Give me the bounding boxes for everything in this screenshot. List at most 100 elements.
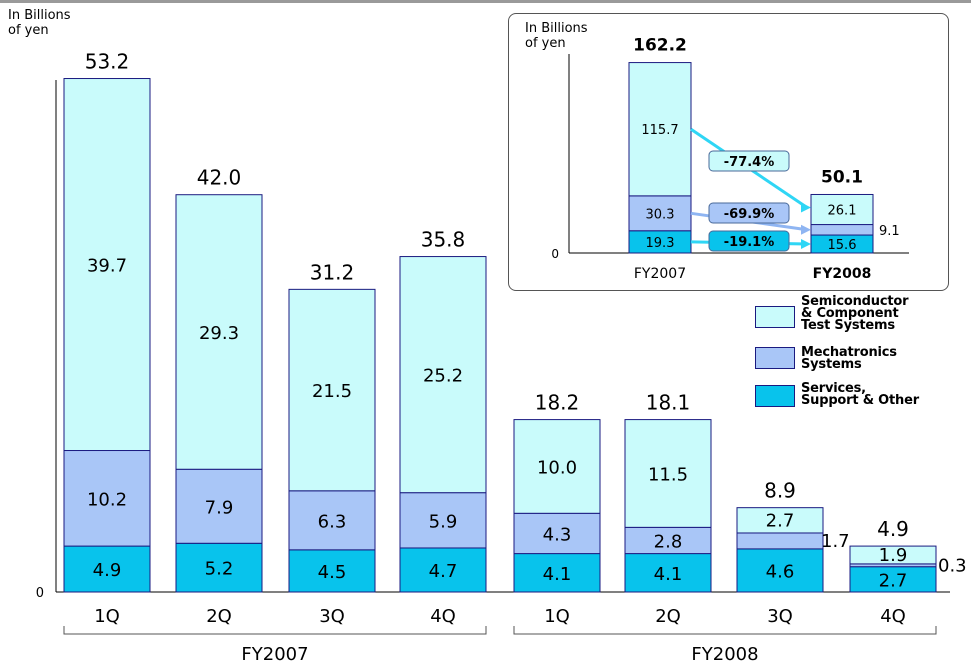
segment-label-services-0: 4.9 (93, 560, 122, 581)
inset-segment-label-mecha-0: 30.3 (646, 207, 675, 222)
segment-label-services-4: 4.1 (543, 564, 572, 585)
change-box-semi (708, 150, 790, 172)
x-tick-label-5: 2Q (655, 606, 681, 627)
legend-label-semi: Semiconductor & Component Test Systems (801, 294, 909, 333)
y-unit-label: In Billions of yen (8, 8, 71, 38)
inset-segment-label-mecha-1: 9.1 (879, 224, 900, 239)
group-bracket-1 (513, 626, 937, 635)
group-label-1: FY2008 (691, 644, 758, 664)
annual-bar-chart: 0 19.3 30.3 115.7 162.2 FY2007 15.6 9.1 26.1 50.1… (551, 36, 909, 282)
change-arrowhead-services (801, 239, 811, 250)
x-tick-label-0: 1Q (94, 606, 120, 627)
y-zero-label: 0 (36, 586, 44, 601)
change-box-mecha (708, 202, 790, 224)
inset-x-tick-label-0: FY2007 (634, 266, 686, 282)
segment-label-mecha-4: 4.3 (543, 524, 572, 545)
bar-services-3 (399, 547, 487, 593)
segment-label-services-7: 2.7 (879, 570, 908, 591)
inset-total-label-1: 50.1 (821, 167, 863, 187)
bar-mecha-3 (399, 492, 487, 549)
bar-semi-6 (736, 507, 824, 534)
segment-label-semi-4: 10.0 (537, 457, 577, 478)
segment-label-mecha-0: 10.2 (87, 489, 127, 510)
bar-semi-7 (849, 545, 937, 565)
segment-label-services-5: 4.1 (654, 564, 683, 585)
change-box-services (708, 230, 790, 252)
inset-segment-label-services-1: 15.6 (828, 238, 857, 253)
legend-item-semi: Semiconductor & Component Test Systems (755, 294, 965, 336)
total-label-6: 8.9 (764, 479, 796, 503)
segment-label-semi-2: 21.5 (312, 381, 352, 402)
group-bracket-0 (63, 626, 487, 635)
change-label-mecha: -69.9% (724, 207, 775, 222)
annual-inset-panel: In Billions of yen 0 19.3 30.3 115.7 162.2 FY… (508, 13, 949, 291)
bar-semi-5 (624, 419, 712, 528)
segment-label-mecha-5: 2.8 (654, 531, 683, 552)
bar-services-4 (513, 553, 601, 593)
segment-label-semi-5: 11.5 (648, 464, 688, 485)
legend: Semiconductor & Component Test Systems M… (755, 294, 965, 418)
legend-label-mecha: Mechatronics Systems (801, 345, 897, 372)
segment-label-services-1: 5.2 (205, 559, 234, 580)
total-label-7: 4.9 (877, 517, 909, 541)
total-label-1: 42.0 (197, 166, 242, 190)
bar-semi-0 (63, 78, 151, 452)
legend-swatch-semi (755, 306, 795, 328)
total-label-3: 35.8 (421, 228, 466, 252)
change-arrowhead-semi (801, 202, 811, 213)
segment-label-semi-0: 39.7 (87, 256, 127, 277)
legend-item-mecha: Mechatronics Systems (755, 342, 965, 374)
bar-mecha-6 (736, 532, 824, 550)
bar-services-1 (175, 542, 263, 593)
segment-label-mecha-3: 5.9 (429, 511, 458, 532)
group-label-0: FY2007 (241, 644, 308, 664)
total-label-0: 53.2 (85, 50, 130, 74)
change-label-semi: -77.4% (724, 155, 775, 170)
segment-label-semi-6: 2.7 (766, 510, 795, 531)
x-tick-label-4: 1Q (544, 606, 570, 627)
bar-semi-3 (399, 256, 487, 494)
bar-mecha-2 (288, 490, 376, 551)
segment-label-semi-7: 1.9 (879, 545, 908, 566)
bar-services-2 (288, 549, 376, 593)
inset-segment-label-services-0: 19.3 (646, 236, 675, 251)
bar-mecha-1 (175, 468, 263, 544)
segment-label-services-2: 4.5 (318, 562, 347, 583)
inset-bar-mecha-1 (810, 224, 874, 236)
legend-swatch-services (755, 385, 795, 407)
inset-y-zero-label: 0 (551, 247, 559, 261)
x-tick-label-7: 4Q (880, 606, 906, 627)
inset-bar-mecha-0 (628, 195, 692, 232)
segment-label-semi-3: 25.2 (423, 366, 463, 387)
bar-services-5 (624, 553, 712, 593)
segment-label-mecha-6: 1.7 (821, 531, 850, 552)
total-label-4: 18.2 (535, 391, 580, 415)
total-label-2: 31.2 (310, 260, 355, 284)
bar-semi-2 (288, 288, 376, 492)
x-tick-label-1: 2Q (206, 606, 232, 627)
segment-label-semi-1: 29.3 (199, 323, 239, 344)
inset-total-label-0: 162.2 (633, 36, 687, 56)
bar-mecha-5 (624, 526, 712, 555)
legend-label-services: Services, Support & Other (801, 381, 919, 408)
bar-mecha-4 (513, 512, 601, 555)
bar-semi-1 (175, 194, 263, 470)
bar-services-0 (63, 545, 151, 593)
segment-label-services-3: 4.7 (429, 561, 458, 582)
change-arrowhead-mecha (801, 224, 811, 235)
segment-label-mecha-2: 6.3 (318, 511, 347, 532)
inset-y-unit-label: In Billions of yen (525, 21, 588, 51)
top-rule (0, 0, 971, 3)
bar-services-6 (736, 548, 824, 593)
segment-label-mecha-1: 7.9 (205, 497, 234, 518)
segment-label-mecha-7: 0.3 (938, 555, 967, 576)
inset-segment-label-semi-1: 26.1 (828, 204, 857, 219)
segment-label-services-6: 4.6 (766, 561, 795, 582)
inset-bar-semi-0 (628, 62, 692, 197)
change-label-services: -19.1% (724, 235, 775, 250)
x-tick-label-3: 4Q (430, 606, 456, 627)
legend-swatch-mecha (755, 347, 795, 369)
bar-semi-4 (513, 419, 601, 514)
inset-segment-label-semi-0: 115.7 (641, 123, 678, 138)
